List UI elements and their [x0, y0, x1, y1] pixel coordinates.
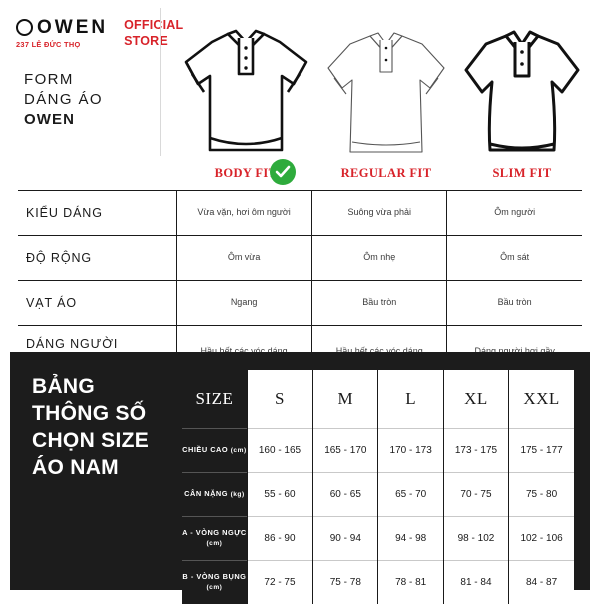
brand-address: 237 LÊ ĐỨC THỌ	[16, 40, 108, 49]
header-divider	[160, 8, 161, 156]
cell-kieu-dang-regular: Suông vừa phải	[312, 191, 447, 236]
cell-vong-bung-s: 72 - 75	[247, 561, 312, 604]
cell-vong-nguc-xxl: 102 - 106	[509, 517, 574, 561]
header: OWEN 237 LÊ ĐỨC THỌ OFFICIAL STORE FORM …	[0, 0, 600, 160]
table-row: ĐỘ RỘNG Ôm vừa Ôm nhẹ Ôm sát	[18, 236, 582, 281]
size-column-s: S	[247, 370, 312, 429]
official-line-2: STORE	[124, 34, 183, 50]
row-label-kieu-dang: KIỂU DÁNG	[18, 191, 177, 236]
shirt-illustration-body-fit	[176, 22, 316, 162]
row-label-vong-bung: B - VÒNG BỤNG (cm)	[182, 561, 247, 604]
size-header-row: SIZE S M L XL XXL	[182, 370, 574, 429]
brand-name: OWEN	[16, 18, 108, 37]
cell-kieu-dang-body: Vừa vặn, hơi ôm người	[177, 191, 312, 236]
table-row: A - VÒNG NGỰC (cm) 86 - 90 90 - 94 94 - …	[182, 517, 574, 561]
row-label-vong-nguc-text: A - VÒNG NGỰC	[182, 528, 247, 537]
row-label-vong-bung-text: B - VÒNG BỤNG	[182, 572, 246, 581]
cell-vong-nguc-l: 94 - 98	[378, 517, 443, 561]
cell-vat-ao-regular: Bầu tròn	[312, 281, 447, 326]
page-title: FORM DÁNG ÁO OWEN	[24, 70, 103, 130]
size-column-l: L	[378, 370, 443, 429]
cell-can-nang-m: 60 - 65	[313, 473, 378, 517]
official-store-badge: OFFICIAL STORE	[124, 18, 183, 49]
table-row: CHIỀU CAO (cm) 160 - 165 165 - 170 170 -…	[182, 429, 574, 473]
row-unit-vong-nguc: (cm)	[206, 540, 222, 547]
table-row: CÂN NẶNG (kg) 55 - 60 60 - 65 65 - 70 70…	[182, 473, 574, 517]
row-label-can-nang: CÂN NẶNG (kg)	[182, 473, 247, 517]
size-chart-panel: BẢNG THÔNG SỐ CHỌN SIZE ÁO NAM SIZE S M …	[10, 352, 590, 590]
cell-vat-ao-slim: Bầu tròn	[447, 281, 582, 326]
table-row: VẠT ÁO Ngang Bầu tròn Bầu tròn	[18, 281, 582, 326]
cell-can-nang-s: 55 - 60	[247, 473, 312, 517]
size-column-m: M	[313, 370, 378, 429]
row-unit-can-nang: (kg)	[231, 491, 245, 498]
selected-check-icon	[270, 159, 296, 185]
cell-chieu-cao-l: 170 - 173	[378, 429, 443, 473]
size-title-line-1: BẢNG	[32, 374, 182, 401]
row-label-chieu-cao-text: CHIỀU CAO	[182, 445, 228, 454]
size-panel-title: BẢNG THÔNG SỐ CHỌN SIZE ÁO NAM	[32, 374, 182, 482]
row-label-can-nang-text: CÂN NẶNG	[184, 489, 228, 498]
row-unit-vong-bung: (cm)	[206, 584, 222, 591]
cell-vong-bung-xxl: 84 - 87	[509, 561, 574, 604]
cell-vong-bung-xl: 81 - 84	[443, 561, 508, 604]
shirt-illustration-regular-fit	[316, 22, 456, 162]
page-title-line-3: OWEN	[24, 110, 103, 130]
size-measurement-table: SIZE S M L XL XXL CHIỀU CAO (cm) 160 - 1…	[182, 370, 574, 604]
cell-chieu-cao-m: 165 - 170	[313, 429, 378, 473]
cell-can-nang-xl: 70 - 75	[443, 473, 508, 517]
cell-vong-bung-l: 78 - 81	[378, 561, 443, 604]
brand-logo: OWEN 237 LÊ ĐỨC THỌ OFFICIAL STORE	[16, 18, 156, 54]
official-line-1: OFFICIAL	[124, 18, 183, 34]
table-row: KIỂU DÁNG Vừa vặn, hơi ôm người Suông vừ…	[18, 191, 582, 236]
size-title-line-2: THÔNG SỐ	[32, 401, 182, 428]
fit-label-regular-fit[interactable]: REGULAR FIT	[316, 166, 456, 181]
cell-chieu-cao-xxl: 175 - 177	[509, 429, 574, 473]
cell-do-rong-body: Ôm vừa	[177, 236, 312, 281]
table-row: B - VÒNG BỤNG (cm) 72 - 75 75 - 78 78 - …	[182, 561, 574, 604]
page-title-line-2: DÁNG ÁO	[24, 90, 103, 110]
row-label-do-rong: ĐỘ RỘNG	[18, 236, 177, 281]
cell-can-nang-xxl: 75 - 80	[509, 473, 574, 517]
size-header-label: SIZE	[182, 370, 247, 429]
cell-vong-nguc-xl: 98 - 102	[443, 517, 508, 561]
cell-do-rong-slim: Ôm sát	[447, 236, 582, 281]
size-column-xl: XL	[443, 370, 508, 429]
cell-vat-ao-body: Ngang	[177, 281, 312, 326]
cell-do-rong-regular: Ôm nhẹ	[312, 236, 447, 281]
cell-chieu-cao-s: 160 - 165	[247, 429, 312, 473]
shirt-illustration-slim-fit	[452, 22, 592, 162]
cell-vong-nguc-m: 90 - 94	[313, 517, 378, 561]
fit-label-row: BODY FIT REGULAR FIT SLIM FIT	[0, 166, 600, 190]
cell-chieu-cao-xl: 173 - 175	[443, 429, 508, 473]
size-title-line-4: ÁO NAM	[32, 455, 182, 482]
row-unit-chieu-cao: (cm)	[231, 447, 247, 454]
owen-o-icon	[16, 19, 33, 36]
cell-can-nang-l: 65 - 70	[378, 473, 443, 517]
size-column-xxl: XXL	[509, 370, 574, 429]
row-label-chieu-cao: CHIỀU CAO (cm)	[182, 429, 247, 473]
cell-vong-bung-m: 75 - 78	[313, 561, 378, 604]
size-title-line-3: CHỌN SIZE	[32, 428, 182, 455]
page-title-line-1: FORM	[24, 70, 103, 90]
row-label-vong-nguc: A - VÒNG NGỰC (cm)	[182, 517, 247, 561]
fit-label-slim-fit[interactable]: SLIM FIT	[452, 166, 592, 181]
cell-vong-nguc-s: 86 - 90	[247, 517, 312, 561]
row-label-vat-ao: VẠT ÁO	[18, 281, 177, 326]
brand-name-text: OWEN	[37, 18, 108, 37]
cell-kieu-dang-slim: Ôm người	[447, 191, 582, 236]
